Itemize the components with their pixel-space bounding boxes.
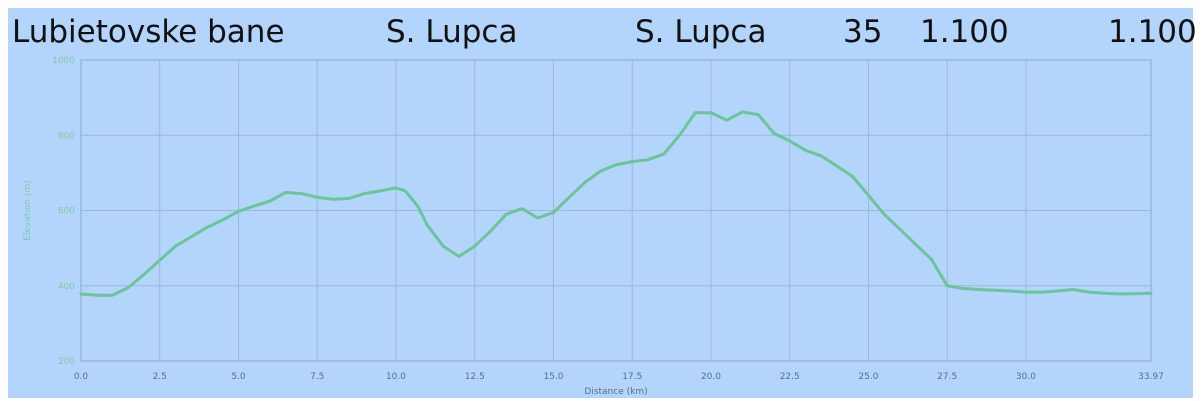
x-tick-labels: 0.0 2.5 5.0 7.5 10.0 12.5 15.0 17.5 20.0 22.5 25.0… <box>74 372 1164 382</box>
x-tick-label: 12.5 <box>465 372 485 382</box>
start-location: Lubietovske bane <box>12 14 285 50</box>
x-tick-label: 33.97 <box>1138 372 1164 382</box>
y-tick-label: 600 <box>58 207 75 217</box>
elevation-profile-chart: 0.0 2.5 5.0 7.5 10.0 12.5 15.0 17.5 20.0 22.5 25.0… <box>23 56 1164 397</box>
y-tick-label: 400 <box>58 282 75 292</box>
end-location: S. Lupca <box>635 14 767 50</box>
y-axis-label: Elevation (m) <box>23 180 33 240</box>
x-tick-label: 22.5 <box>780 372 800 382</box>
y-tick-label: 1000 <box>52 56 75 66</box>
total-descent: 1.100 <box>1108 14 1197 50</box>
total-distance: 35 <box>843 14 883 50</box>
x-tick-label: 27.5 <box>937 372 957 382</box>
grid <box>81 60 1151 361</box>
x-tick-label: 20.0 <box>701 372 721 382</box>
x-tick-label: 25.0 <box>858 372 878 382</box>
x-tick-label: 5.0 <box>231 372 246 382</box>
x-tick-label: 0.0 <box>74 372 89 382</box>
x-tick-label: 10.0 <box>386 372 406 382</box>
x-tick-label: 2.5 <box>153 372 167 382</box>
x-tick-label: 7.5 <box>310 372 324 382</box>
total-ascent: 1.100 <box>920 14 1009 50</box>
y-tick-label: 800 <box>58 131 75 141</box>
y-tick-labels: 200 400 600 800 1000 <box>52 56 75 367</box>
x-axis-label: Distance (km) <box>584 387 647 397</box>
chart-frame: Lubietovske bane S. Lupca S. Lupca 35 1.… <box>8 8 1197 398</box>
x-tick-label: 30.0 <box>1016 372 1036 382</box>
x-tick-label: 15.0 <box>543 372 563 382</box>
y-tick-label: 200 <box>58 357 75 367</box>
plot-area-border <box>80 59 1152 362</box>
x-tick-label: 17.5 <box>622 372 642 382</box>
elevation-line <box>79 110 1153 297</box>
via-location: S. Lupca <box>386 14 518 50</box>
axes <box>80 59 1152 362</box>
